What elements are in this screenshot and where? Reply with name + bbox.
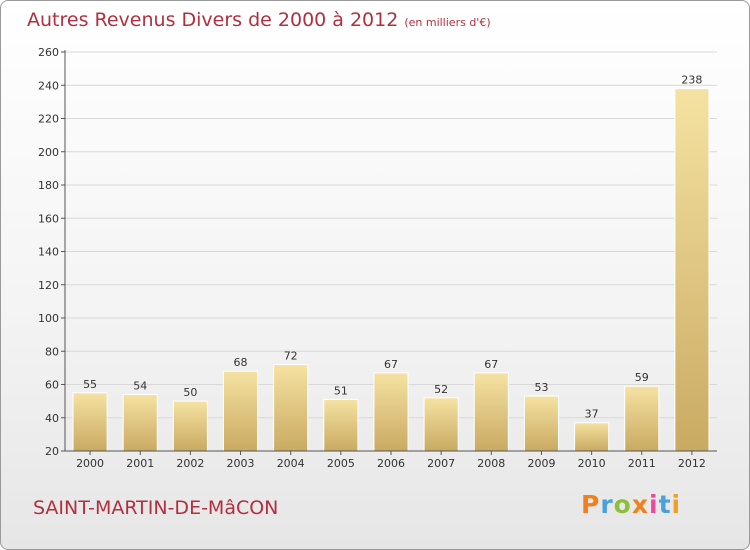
y-tick-label: 120 [38,279,59,292]
y-tick-label: 100 [38,312,59,325]
bar-2005 [323,398,359,452]
y-tick-label: 40 [45,412,59,425]
x-tick-label-2010: 2010 [578,457,606,470]
bars [72,88,710,452]
bar-2000 [72,392,108,452]
value-label-2007: 52 [434,383,448,396]
value-label-2010: 37 [585,408,599,421]
y-tick-label: 60 [45,379,59,392]
y-tick-label: 20 [45,445,59,458]
logo-letter: r [600,490,614,519]
y-tick-label: 160 [38,212,59,225]
x-tick-label-2012: 2012 [678,457,706,470]
value-label-2003: 68 [234,356,248,369]
x-tick-label-2009: 2009 [527,457,555,470]
bar-2008 [473,372,509,452]
logo-letter: i [649,490,659,519]
y-tick-label: 220 [38,113,59,126]
y-tick-label: 180 [38,179,59,192]
x-tick-label-2002: 2002 [176,457,204,470]
value-label-2005: 51 [334,384,348,397]
logo-letter: i [671,490,682,519]
value-label-2012: 238 [681,74,702,87]
bar-2009 [523,395,560,452]
x-tick-label-2001: 2001 [126,457,154,470]
value-label-2006: 67 [384,358,398,371]
labels: 20 40 60 80 100 120 140 160 180 200 220 240 260 55 200… [38,46,706,470]
x-tick-label-2007: 2007 [427,457,455,470]
x-tick-label-2000: 2000 [76,457,104,470]
x-tick-label-2003: 2003 [227,457,255,470]
title-text: Autres Revenus Divers de 2000 à 2012 [27,9,399,31]
value-label-2008: 67 [484,358,498,371]
bar-2007 [423,397,459,452]
y-tick-label: 140 [38,246,59,259]
bar-2002 [172,400,208,452]
bar-2010 [574,422,610,452]
proxiti-logo[interactable]: Proxiti [581,490,681,519]
bar-2011 [624,385,660,452]
logo-letter: o [613,490,632,519]
value-label-2011: 59 [635,371,649,384]
x-tick-label-2008: 2008 [477,457,505,470]
x-tick-label-2011: 2011 [628,457,656,470]
logo-letter: t [658,490,672,519]
logo-letter: x [631,490,649,519]
logo-letter: P [581,490,601,519]
bar-2001 [122,393,158,452]
bar-2003 [222,370,259,452]
bar-2004 [273,364,309,452]
y-tick-label: 200 [38,146,59,159]
chart-title: Autres Revenus Divers de 2000 à 2012 (en … [27,9,491,31]
value-label-2000: 55 [83,378,97,391]
bar-2012 [674,88,710,452]
value-label-2002: 50 [183,386,197,399]
x-tick-label-2004: 2004 [277,457,305,470]
x-tick-label-2005: 2005 [327,457,355,470]
unit-subtitle: (en milliers d'€) [404,16,491,29]
value-label-2004: 72 [284,350,298,363]
grid-lines [65,51,717,419]
axes [61,50,717,455]
value-label-2001: 54 [133,379,147,392]
town-name: SAINT-MARTIN-DE-MâCON [33,497,279,519]
bar-2006 [373,372,409,452]
x-tick-label-2006: 2006 [377,457,405,470]
value-label-2009: 53 [534,381,548,394]
y-tick-label: 80 [45,345,59,358]
y-tick-label: 240 [38,79,59,92]
y-tick-label: 260 [38,46,59,59]
